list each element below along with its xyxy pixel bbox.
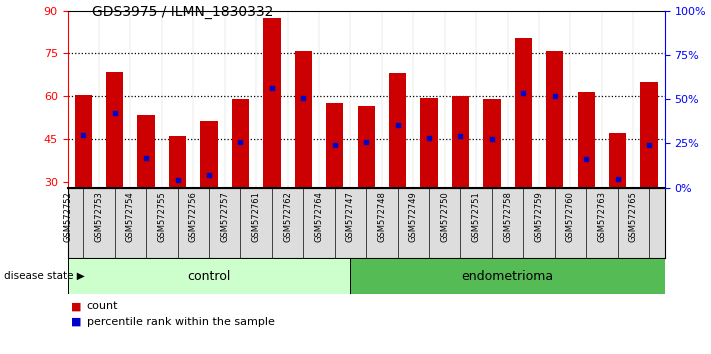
Bar — [577, 92, 595, 188]
Bar — [263, 18, 281, 188]
Text: GSM572758: GSM572758 — [503, 191, 512, 242]
Bar — [609, 133, 626, 188]
Text: ■: ■ — [71, 301, 82, 311]
Text: GDS3975 / ILMN_1830332: GDS3975 / ILMN_1830332 — [92, 5, 274, 19]
Text: GSM572752: GSM572752 — [63, 191, 72, 242]
Bar — [326, 103, 343, 188]
Text: GSM572747: GSM572747 — [346, 191, 355, 242]
Text: count: count — [87, 301, 118, 311]
Bar — [106, 72, 123, 188]
Text: GSM572765: GSM572765 — [629, 191, 638, 242]
Text: GSM572763: GSM572763 — [597, 191, 606, 242]
Text: GSM572749: GSM572749 — [409, 191, 418, 242]
Bar — [546, 51, 563, 188]
Bar — [351, 258, 665, 294]
Bar — [169, 136, 186, 188]
Text: GSM572753: GSM572753 — [95, 191, 104, 242]
Text: GSM572754: GSM572754 — [126, 191, 135, 242]
Text: control: control — [187, 270, 230, 282]
Bar — [68, 258, 351, 294]
Text: GSM572750: GSM572750 — [440, 191, 449, 242]
Text: disease state ▶: disease state ▶ — [4, 271, 85, 281]
Text: endometrioma: endometrioma — [461, 270, 554, 282]
Text: GSM572764: GSM572764 — [314, 191, 324, 242]
Bar — [451, 96, 469, 188]
Bar — [232, 99, 249, 188]
Text: ■: ■ — [71, 317, 82, 327]
Text: GSM572751: GSM572751 — [471, 191, 481, 242]
Bar — [137, 115, 155, 188]
Text: GSM572755: GSM572755 — [157, 191, 166, 242]
Bar — [483, 99, 501, 188]
Text: GSM572760: GSM572760 — [566, 191, 575, 242]
Bar — [201, 120, 218, 188]
Bar — [420, 98, 438, 188]
Bar — [389, 73, 406, 188]
Text: percentile rank within the sample: percentile rank within the sample — [87, 317, 274, 327]
Text: GSM572762: GSM572762 — [283, 191, 292, 242]
Bar — [641, 82, 658, 188]
Text: GSM572748: GSM572748 — [378, 191, 386, 242]
Text: GSM572761: GSM572761 — [252, 191, 261, 242]
Text: GSM572757: GSM572757 — [220, 191, 229, 242]
Text: GSM572756: GSM572756 — [189, 191, 198, 242]
Bar — [515, 38, 532, 188]
Bar — [358, 106, 375, 188]
Bar — [294, 51, 312, 188]
Text: GSM572759: GSM572759 — [535, 191, 543, 242]
Bar — [75, 95, 92, 188]
